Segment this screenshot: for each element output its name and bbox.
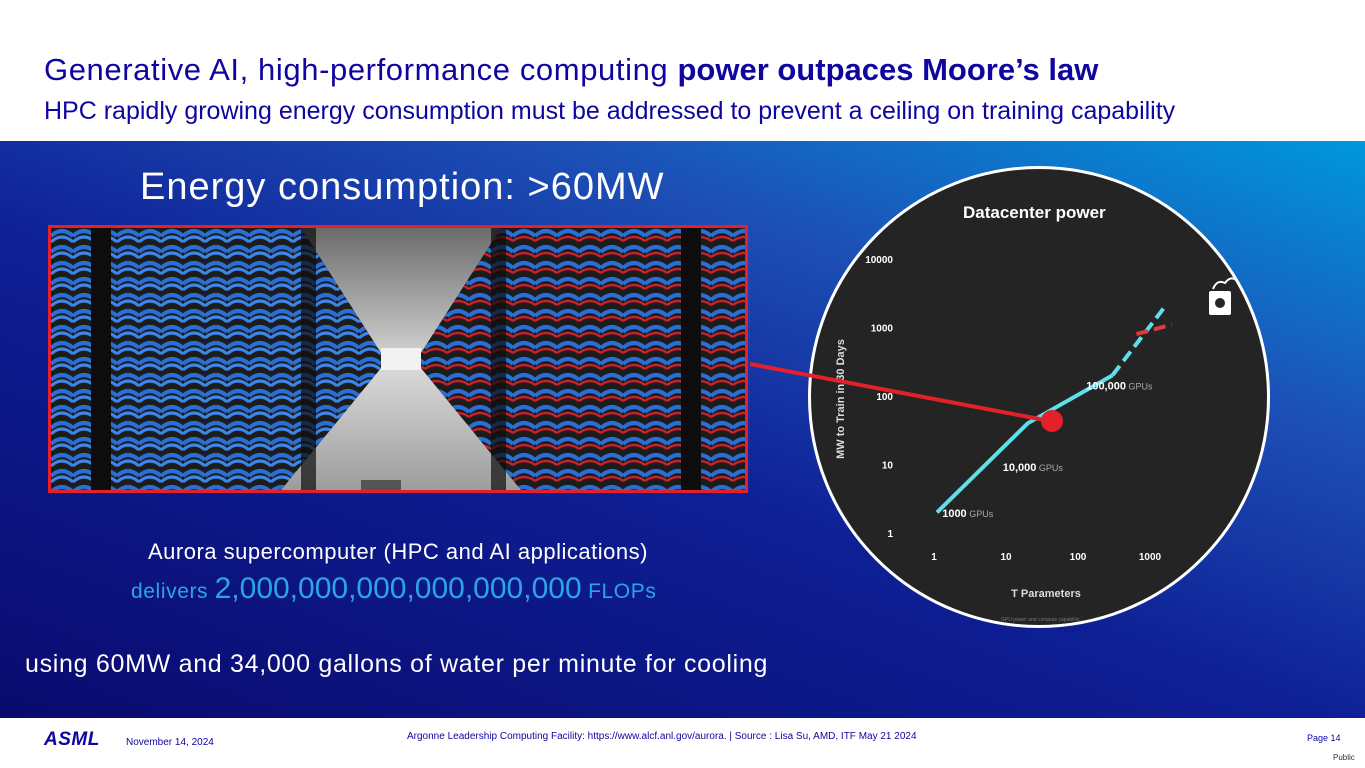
- cooling-line: using 60MW and 34,000 gallons of water p…: [25, 650, 769, 678]
- slide-title: Generative AI, high-performance computin…: [44, 52, 1098, 88]
- y-tick-label: 100: [876, 392, 893, 403]
- content-panel: Energy consumption: >60MW: [0, 141, 1365, 718]
- series-line-0: [935, 373, 1114, 514]
- chart-title: Datacenter power: [963, 203, 1106, 222]
- classification-label: Public: [1333, 753, 1355, 762]
- y-axis-label: MW to Train in 30 Days: [835, 339, 847, 459]
- datacenter-power-chart: Datacenter power 10000 1000 100 10 1 1 10 100 100…: [808, 166, 1270, 628]
- y-tick-label: 10000: [865, 255, 893, 266]
- supercomputer-photo: [48, 225, 748, 493]
- series-line-2: [1135, 322, 1173, 337]
- highlight-point: [1041, 410, 1063, 432]
- flops-prefix: delivers: [131, 580, 215, 603]
- x-tick-label: 1: [931, 552, 937, 563]
- flops-suffix: FLOPs: [581, 580, 657, 603]
- slide-header: Generative AI, high-performance computin…: [0, 0, 1365, 141]
- chart-svg: Datacenter power 10000 1000 100 10 1 1 10 100 100…: [835, 203, 1238, 623]
- energy-heading: Energy consumption: >60MW: [140, 166, 665, 208]
- title-bold: power outpaces Moore’s law: [677, 52, 1099, 87]
- y-tick-label: 1000: [871, 324, 894, 335]
- steam-icon: [1212, 277, 1238, 290]
- asml-logo: ASML: [44, 729, 100, 750]
- chart-footnote: GPU power and compute capability...: [1001, 617, 1083, 623]
- gpu-unit: GPUs: [1126, 381, 1153, 391]
- y-tick-label: 10: [882, 461, 894, 472]
- gpu-label: 100,000 GPUs: [1086, 380, 1153, 392]
- series-line-1: [1110, 305, 1167, 377]
- pointer-line: [749, 362, 1051, 423]
- x-axis-label: T Parameters: [1011, 588, 1081, 600]
- gpu-label: 10,000 GPUs: [1003, 462, 1064, 474]
- flops-value: 2,000,000,000,000,000,000: [214, 572, 582, 605]
- x-tick-label: 10: [1000, 552, 1012, 563]
- slide-subtitle: HPC rapidly growing energy consumption m…: [44, 97, 1176, 125]
- title-regular: Generative AI, high-performance computin…: [44, 52, 678, 87]
- slide-footer: ASML November 14, 2024 Argonne Leadershi…: [0, 718, 1365, 768]
- radiation-symbol-icon: [1215, 298, 1225, 308]
- gpu-count: 1000: [942, 508, 966, 520]
- gpu-label: 1000 GPUs: [942, 508, 993, 520]
- flops-line: delivers 2,000,000,000,000,000,000 FLOPs: [131, 572, 656, 606]
- gpu-count: 10,000: [1003, 462, 1037, 474]
- gpu-count: 100,000: [1086, 380, 1126, 392]
- x-tick-label: 1000: [1139, 552, 1162, 563]
- footer-date: November 14, 2024: [126, 737, 214, 748]
- gpu-unit: GPUs: [967, 509, 994, 519]
- aurora-caption: Aurora supercomputer (HPC and AI applica…: [148, 539, 648, 564]
- footer-source: Argonne Leadership Computing Facility: h…: [407, 731, 917, 742]
- page-number: Page 14: [1307, 733, 1341, 743]
- x-tick-label: 100: [1070, 552, 1087, 563]
- y-tick-label: 1: [887, 529, 893, 540]
- gpu-unit: GPUs: [1036, 463, 1063, 473]
- pointer-overlay: [749, 362, 1063, 432]
